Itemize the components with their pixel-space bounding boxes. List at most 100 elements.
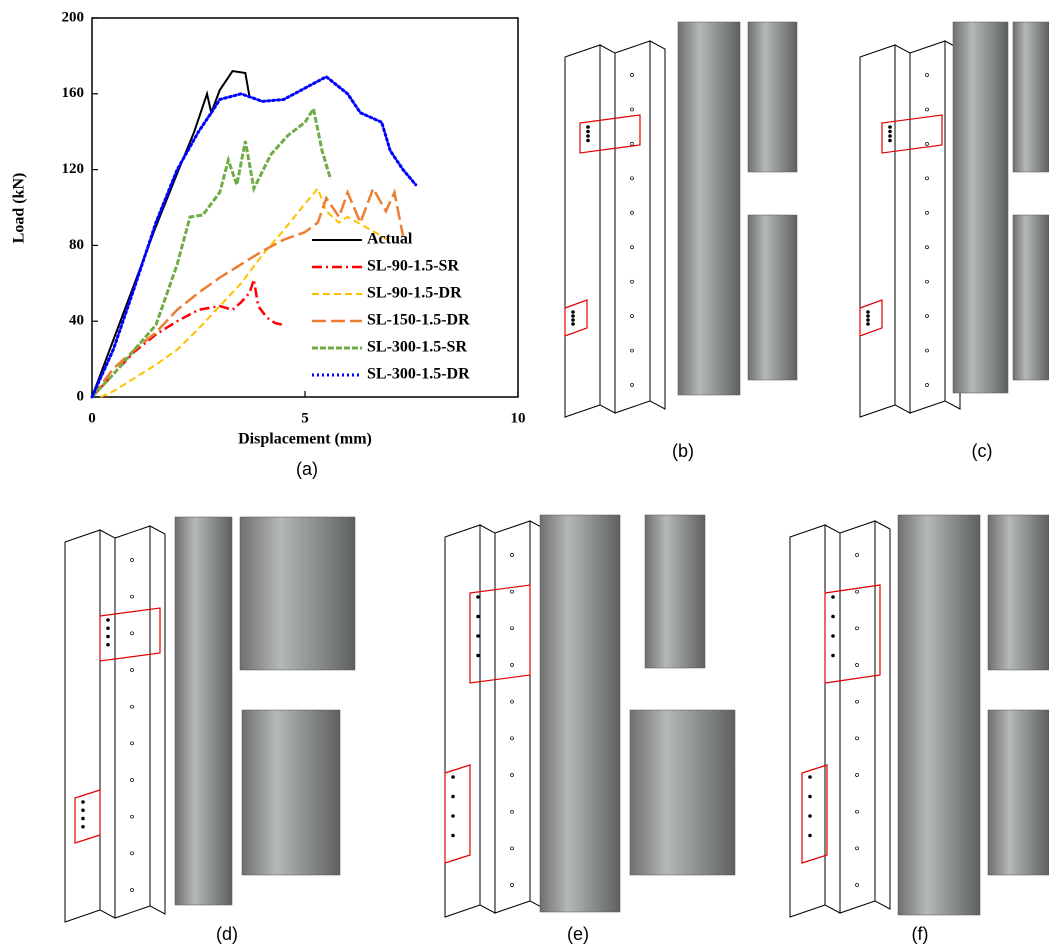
- connector-plate: [564, 299, 588, 337]
- x-axis-title: Displacement (mm): [238, 431, 372, 448]
- screw: [106, 626, 110, 631]
- column-flange: [64, 529, 101, 923]
- screw: [476, 653, 480, 658]
- bolt-hole: [510, 736, 514, 741]
- bolt-hole: [925, 176, 929, 181]
- y-tick-label: 200: [62, 9, 85, 25]
- bolt-hole: [130, 668, 134, 672]
- photo: [897, 514, 981, 916]
- bolt-hole: [630, 176, 634, 181]
- y-tick-label: 40: [69, 313, 84, 329]
- screw: [476, 634, 480, 638]
- legend-label: Actual: [367, 231, 413, 248]
- column-lip: [149, 525, 166, 915]
- y-axis-title: Load (kN): [11, 173, 28, 244]
- series-line: [90, 185, 405, 398]
- column-back: [114, 525, 151, 919]
- column-back: [614, 40, 651, 414]
- screw: [106, 642, 110, 647]
- column-lip: [649, 40, 666, 410]
- screw: [586, 134, 590, 138]
- photo: [987, 514, 1049, 671]
- bolt-hole: [510, 883, 514, 887]
- screw: [586, 125, 590, 129]
- column-web: [479, 524, 496, 914]
- photo: [1012, 21, 1049, 173]
- bolt-hole: [925, 210, 929, 215]
- column-lip: [874, 520, 891, 910]
- column-flange: [859, 44, 896, 418]
- bolt-hole: [630, 314, 634, 318]
- column-web: [599, 44, 616, 414]
- screw: [106, 634, 110, 639]
- panel-label: (b): [672, 441, 694, 461]
- connector-plate: [579, 114, 641, 154]
- screw: [81, 808, 85, 813]
- bolt-hole: [130, 741, 134, 746]
- photo: [1012, 214, 1049, 381]
- bolt-hole: [855, 553, 859, 557]
- connector-plate: [824, 584, 881, 684]
- bolt-hole: [925, 314, 929, 318]
- y-tick-label: 160: [62, 85, 85, 101]
- panel-label: (c): [972, 441, 993, 461]
- screw: [571, 314, 575, 318]
- photo: [747, 21, 798, 173]
- bolt-hole: [855, 883, 859, 887]
- screw: [831, 653, 835, 658]
- bolt-hole: [130, 558, 134, 562]
- screw: [586, 138, 590, 143]
- screw: [451, 814, 455, 818]
- bolt-hole: [925, 279, 929, 284]
- panel-label: (e): [567, 924, 589, 944]
- bolt-hole: [130, 814, 134, 819]
- screw: [866, 318, 870, 322]
- screw: [476, 595, 480, 599]
- connector-plate: [881, 114, 943, 154]
- screw: [888, 125, 892, 129]
- panel-label: (f): [912, 924, 929, 944]
- photo: [539, 514, 621, 913]
- screw: [476, 614, 480, 619]
- column-back: [494, 520, 531, 914]
- bolt-hole: [130, 631, 134, 636]
- screw: [571, 310, 575, 314]
- screw: [81, 824, 85, 829]
- column-back: [909, 40, 946, 414]
- column-flange: [444, 524, 481, 918]
- x-tick-label: 5: [301, 410, 309, 426]
- photo: [629, 709, 736, 876]
- legend-label: SL-150-1.5-DR: [367, 312, 470, 329]
- screw: [888, 138, 892, 143]
- screw: [571, 318, 575, 322]
- screw: [586, 129, 590, 134]
- screw: [831, 595, 835, 599]
- bolt-hole: [855, 663, 859, 667]
- series-line: [90, 74, 418, 399]
- photo: [644, 514, 706, 669]
- screw: [866, 322, 870, 326]
- connector-plate: [801, 764, 828, 864]
- bolt-hole: [630, 348, 634, 353]
- legend-label: SL-300-1.5-SR: [367, 339, 467, 356]
- screw: [451, 775, 455, 779]
- connector-plate: [469, 584, 531, 684]
- bolt-hole: [130, 778, 134, 782]
- y-tick-label: 0: [77, 388, 85, 404]
- y-tick-label: 80: [69, 237, 84, 253]
- bolt-hole: [510, 699, 514, 704]
- bolt-hole: [130, 851, 134, 856]
- screw: [81, 800, 85, 804]
- bolt-hole: [925, 348, 929, 353]
- screw: [808, 833, 812, 838]
- bolt-hole: [510, 626, 514, 631]
- bolt-hole: [925, 73, 929, 77]
- screw: [808, 794, 812, 799]
- screw: [808, 775, 812, 779]
- series-line: [90, 105, 332, 399]
- bolt-hole: [855, 589, 859, 594]
- column-web: [99, 529, 116, 919]
- series-line: [91, 279, 284, 398]
- photo: [677, 21, 741, 396]
